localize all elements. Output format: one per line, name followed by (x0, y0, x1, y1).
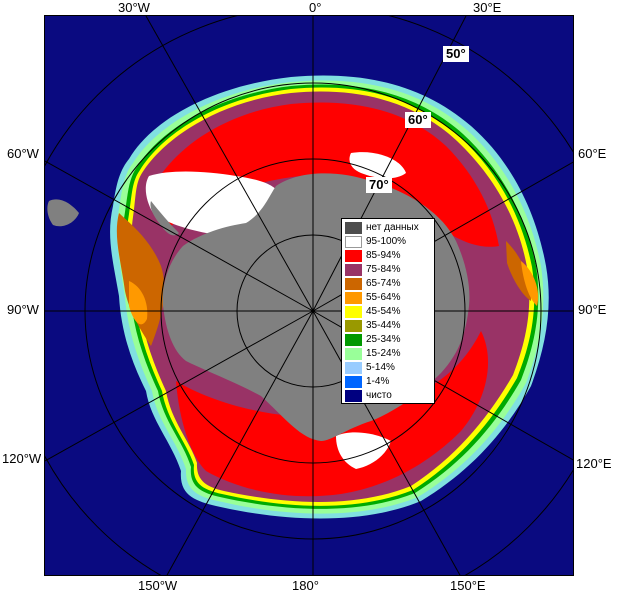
legend-item-no-data: нет данных (345, 221, 435, 235)
antarctic-peninsula (150, 201, 179, 236)
meridian-neg150 (166, 310, 314, 575)
lon-label-30e: 30°E (473, 0, 502, 15)
lon-label-150e: 150°E (450, 578, 486, 593)
legend-label: 15-24% (366, 348, 401, 359)
lon-label-60e: 60°E (578, 146, 607, 161)
legend-item-clear: чисто (345, 389, 435, 403)
legend-label: 55-64% (366, 292, 401, 303)
legend-swatch (345, 264, 362, 276)
ice-brown-zone-west (116, 213, 165, 346)
legend-item-95-100: 95-100% (345, 235, 435, 249)
legend-label: 65-74% (366, 278, 401, 289)
legend-item-75-84: 75-84% (345, 263, 435, 277)
legend-item-35-44: 35-44% (345, 319, 435, 333)
ice-white-ross (336, 432, 391, 469)
legend-swatch (345, 320, 362, 332)
ice-orange-zone-east (521, 261, 539, 306)
legend-label: нет данных (366, 222, 419, 233)
legend-label: 1-4% (366, 376, 390, 387)
meridian-neg120 (45, 310, 314, 462)
legend-item-65-74: 65-74% (345, 277, 435, 291)
legend-swatch (345, 390, 362, 402)
lon-label-60w: 60°W (7, 146, 39, 161)
legend-swatch (345, 222, 362, 234)
legend-label: 25-34% (366, 334, 401, 345)
meridian-neg60 (45, 160, 314, 312)
lon-label-120w: 120°W (2, 451, 42, 466)
legend-label: 45-54% (366, 306, 401, 317)
legend-label: 95-100% (366, 236, 407, 247)
legend-swatch (345, 236, 362, 248)
legend-item-25-34: 25-34% (345, 333, 435, 347)
lon-label-180: 180° (292, 578, 319, 593)
meridian-neg30 (145, 16, 314, 312)
ice-white-weddell (145, 171, 279, 239)
graticule (45, 16, 573, 575)
ice-orange-zone-west (129, 281, 148, 325)
legend-swatch (345, 278, 362, 290)
sea-ice-map (45, 16, 573, 575)
legend-item-85-94: 85-94% (345, 249, 435, 263)
legend-label: 5-14% (366, 362, 395, 373)
map-panel: 50° 60° 70° нет данных 95-100% 85-94% 75… (44, 15, 574, 576)
legend-swatch (345, 376, 362, 388)
lon-label-150w: 150°W (138, 578, 178, 593)
meridian-150 (312, 310, 461, 575)
ice-red-zone-south (176, 331, 489, 497)
legend-item-15-24: 15-24% (345, 347, 435, 361)
lon-label-90w: 90°W (7, 302, 39, 317)
legend-swatch (345, 306, 362, 318)
south-america-tip (47, 199, 79, 227)
legend-label: 35-44% (366, 320, 401, 331)
legend-swatch (345, 292, 362, 304)
legend-item-55-64: 55-64% (345, 291, 435, 305)
legend-label: чисто (366, 390, 392, 401)
lon-label-120e: 120°E (576, 456, 612, 471)
lat-label-70: 70° (366, 177, 392, 193)
lon-label-30w: 30°W (118, 0, 150, 15)
ice-white-east (349, 152, 406, 179)
legend-item-45-54: 45-54% (345, 305, 435, 319)
lon-label-90e: 90°E (578, 302, 607, 317)
legend: нет данных 95-100% 85-94% 75-84% 65-74% … (341, 218, 435, 404)
legend-item-5-14: 5-14% (345, 361, 435, 375)
legend-label: 75-84% (366, 264, 401, 275)
legend-swatch (345, 362, 362, 374)
legend-swatch (345, 348, 362, 360)
meridian-30 (312, 16, 467, 312)
legend-swatch (345, 334, 362, 346)
legend-label: 85-94% (366, 250, 401, 261)
ice-brown-zone-east (506, 241, 531, 301)
lat-label-50: 50° (443, 46, 469, 62)
lat-label-60: 60° (405, 112, 431, 128)
legend-swatch (345, 250, 362, 262)
legend-item-1-4: 1-4% (345, 375, 435, 389)
lon-label-0: 0° (309, 0, 322, 15)
